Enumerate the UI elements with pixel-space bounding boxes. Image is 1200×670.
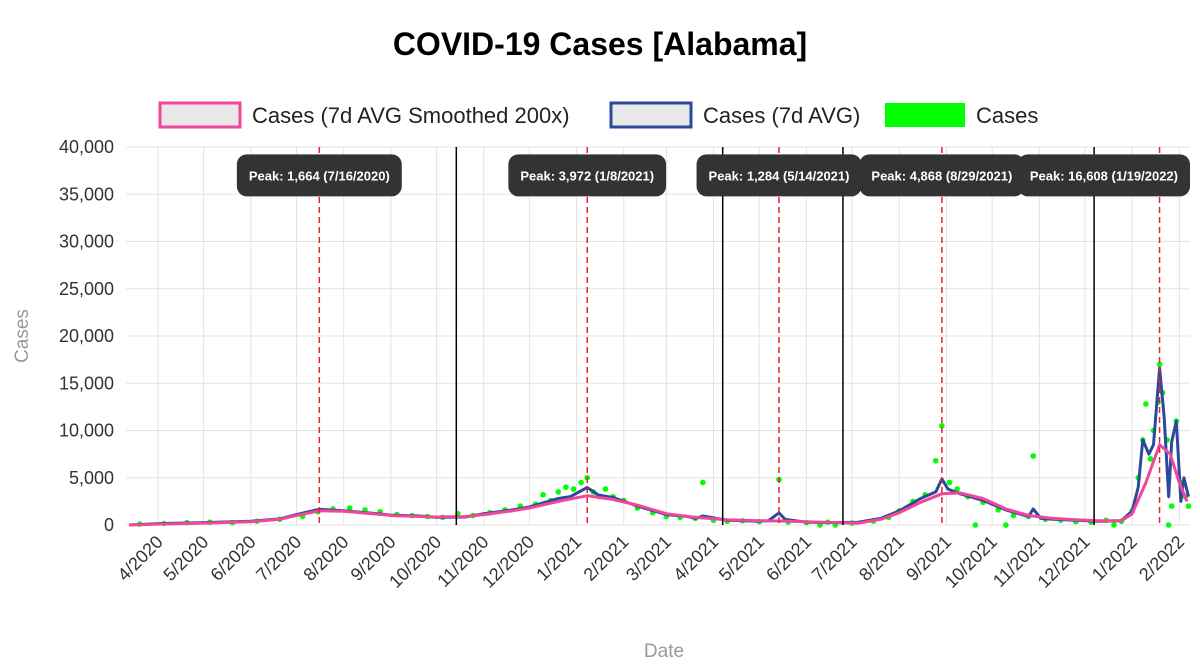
legend-label-7d-avg: Cases (7d AVG) <box>703 103 860 128</box>
y-tick-label: 0 <box>104 515 114 535</box>
peak-labels: Peak: 1,664 (7/16/2020) Peak: 3,972 (1/8/… <box>236 154 1190 197</box>
legend-swatch-cases <box>885 103 965 127</box>
x-tick-label: 1/2021 <box>532 532 585 585</box>
peak-label-box <box>696 154 862 197</box>
case-point <box>602 486 609 492</box>
x-tick-label: 3/2021 <box>622 532 675 585</box>
peak-label: Peak: 3,972 (1/8/2021) <box>508 154 667 197</box>
x-axis: 4/20205/20206/20207/20208/20209/202010/2… <box>114 532 1188 592</box>
y-tick-label: 40,000 <box>59 137 114 157</box>
smoothed-avg-line <box>128 443 1189 527</box>
peak-label: Peak: 1,284 (5/14/2021) <box>696 154 862 197</box>
case-point <box>1185 503 1192 509</box>
peak-label-text: Peak: 4,868 (8/29/2021) <box>871 168 1012 183</box>
case-point <box>1165 522 1172 528</box>
x-tick-label: 5/2021 <box>715 532 768 585</box>
case-point <box>1147 456 1154 462</box>
x-tick-label: 5/2020 <box>159 532 212 585</box>
y-tick-label: 20,000 <box>59 326 114 346</box>
peak-label-box <box>859 154 1025 197</box>
case-point <box>1156 361 1163 368</box>
case-point <box>946 479 953 486</box>
series-lines <box>128 366 1190 527</box>
peak-label-box <box>236 154 402 197</box>
case-point <box>1168 503 1175 509</box>
case-point <box>932 457 939 464</box>
legend-label-cases: Cases <box>976 103 1038 128</box>
x-tick-label: 8/2020 <box>299 532 352 585</box>
y-tick-label: 35,000 <box>59 184 114 204</box>
x-tick-label: 6/2021 <box>762 532 815 585</box>
x-tick-label: 2/2021 <box>580 532 633 585</box>
chart-title: COVID-19 Cases [Alabama] <box>393 26 807 62</box>
case-point <box>1010 512 1017 519</box>
x-tick-label: 6/2020 <box>207 532 260 585</box>
peak-label: Peak: 16,608 (1/19/2022) <box>1017 154 1190 197</box>
seven-day-avg-line <box>128 366 1190 527</box>
x-tick-label: 2/2022 <box>1135 532 1188 585</box>
case-point <box>972 522 979 528</box>
x-tick-label: 7/2021 <box>808 532 861 585</box>
case-point <box>578 479 584 486</box>
case-point <box>939 422 945 429</box>
case-point <box>570 486 577 492</box>
grid-lines <box>126 146 1190 526</box>
case-point <box>555 489 562 495</box>
peak-label-text: Peak: 1,664 (7/16/2020) <box>249 168 390 183</box>
case-point <box>1111 522 1117 528</box>
x-tick-label: 4/2021 <box>669 532 722 585</box>
case-point <box>346 505 353 511</box>
x-tick-label: 8/2021 <box>855 532 908 585</box>
case-point <box>1030 453 1037 459</box>
x-tick-label: 7/2020 <box>252 532 305 585</box>
peak-label-text: Peak: 1,284 (5/14/2021) <box>709 168 850 183</box>
y-tick-label: 10,000 <box>59 421 114 441</box>
case-point <box>540 491 546 498</box>
y-axis-title: Cases <box>12 309 33 363</box>
peak-label-text: Peak: 16,608 (1/19/2022) <box>1030 168 1178 183</box>
y-tick-label: 30,000 <box>59 232 114 252</box>
case-point <box>700 479 706 486</box>
reference-lines <box>318 147 1161 525</box>
peak-label-box <box>1017 154 1190 197</box>
case-point <box>563 484 569 491</box>
case-point <box>1003 522 1009 528</box>
peak-label: Peak: 4,868 (8/29/2021) <box>859 154 1025 197</box>
y-tick-label: 25,000 <box>59 279 114 299</box>
peak-label-text: Peak: 3,972 (1/8/2021) <box>520 168 654 183</box>
legend-swatch-7d-avg <box>609 101 693 129</box>
x-tick-label: 1/2022 <box>1088 532 1141 585</box>
x-axis-title: Date <box>644 641 684 662</box>
y-tick-label: 5,000 <box>69 468 114 488</box>
legend-swatch-smoothed <box>158 101 242 129</box>
peak-label-box <box>508 154 667 197</box>
y-tick-label: 15,000 <box>59 373 114 393</box>
x-tick-label: 4/2020 <box>114 532 167 585</box>
case-point <box>1143 401 1149 407</box>
cases-points <box>136 361 1192 528</box>
legend-label-smoothed: Cases (7d AVG Smoothed 200x) <box>252 103 570 128</box>
y-axis: 0 5,000 10,000 15,000 20,000 25,000 30,000 35,0… <box>59 137 114 535</box>
peak-label: Peak: 1,664 (7/16/2020) <box>236 154 402 197</box>
chart-legend: Cases (7d AVG Smoothed 200x) Cases (7d A… <box>158 101 1038 129</box>
